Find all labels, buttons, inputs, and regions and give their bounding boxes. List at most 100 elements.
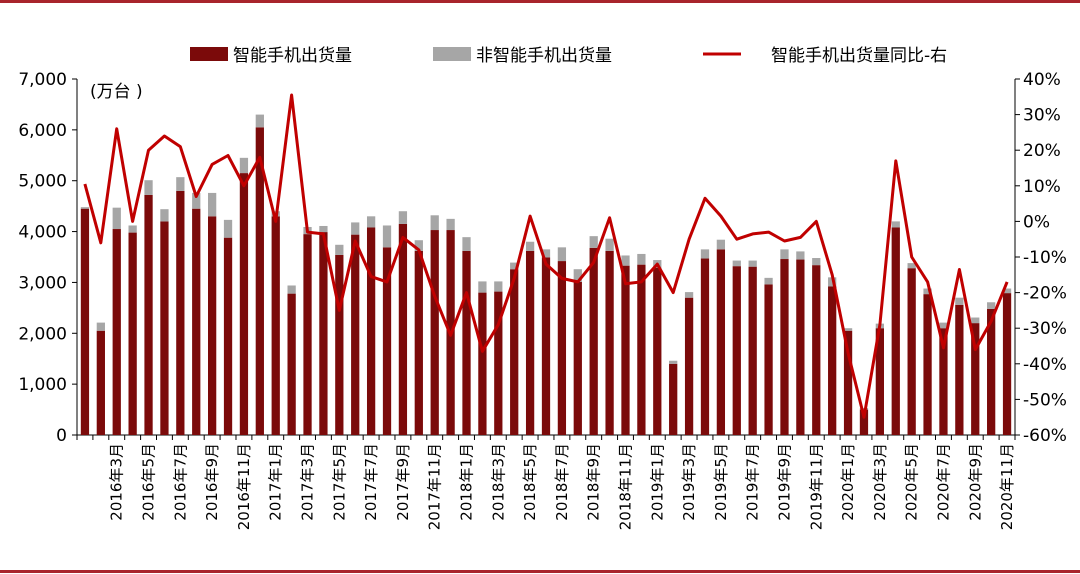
bar-smartphone bbox=[144, 194, 153, 435]
y-right-tick-label: -10% bbox=[1023, 248, 1067, 268]
bar-smartphone bbox=[748, 266, 757, 435]
bar-feature-phone bbox=[637, 253, 646, 265]
bar-smartphone bbox=[494, 291, 503, 435]
x-tick-label: 2017年9月 bbox=[394, 443, 412, 521]
y-right-tick-label: -50% bbox=[1023, 390, 1067, 410]
x-tick-label: 2018年3月 bbox=[489, 443, 507, 521]
bar-smartphone bbox=[335, 254, 344, 435]
bar-feature-phone bbox=[557, 247, 567, 262]
y-left-tick-label: 0 bbox=[56, 426, 67, 446]
x-tick-label: 2016年3月 bbox=[108, 443, 126, 521]
bar-feature-phone bbox=[351, 222, 360, 235]
bar-feature-phone bbox=[96, 322, 105, 331]
bar-smartphone bbox=[653, 267, 662, 435]
x-tick-label: 2018年9月 bbox=[585, 443, 603, 521]
bar-smartphone bbox=[541, 257, 551, 435]
x-tick-label: 2019年7月 bbox=[744, 443, 762, 521]
bar-feature-phone bbox=[525, 241, 535, 251]
bar-smartphone bbox=[303, 234, 312, 435]
bar-feature-phone bbox=[939, 322, 948, 329]
bar-feature-phone bbox=[335, 244, 344, 255]
bar-smartphone bbox=[891, 227, 900, 435]
bar-feature-phone bbox=[716, 239, 726, 250]
y-left-tick-label: 6,000 bbox=[18, 121, 67, 141]
bar-feature-phone bbox=[923, 288, 932, 295]
legend-label-yoy: 智能手机出货量同比-右 bbox=[771, 46, 947, 66]
x-tick-label: 2017年11月 bbox=[426, 443, 444, 530]
bar-smartphone bbox=[987, 308, 996, 435]
legend-swatch-smartphone bbox=[190, 47, 228, 61]
bar-feature-phone bbox=[112, 207, 121, 230]
bar-feature-phone bbox=[239, 157, 249, 174]
y-right-tick-label: -30% bbox=[1023, 319, 1067, 339]
bar-feature-phone bbox=[700, 249, 710, 259]
bar-smartphone bbox=[843, 330, 853, 435]
bar-feature-phone bbox=[684, 292, 694, 298]
x-tick-label: 2018年11月 bbox=[616, 443, 634, 530]
bar-feature-phone bbox=[366, 216, 376, 228]
bar-feature-phone bbox=[510, 262, 519, 270]
yoy-line-group bbox=[83, 93, 1009, 419]
x-tick-label: 2016年5月 bbox=[140, 443, 158, 521]
x-tick-label: 2016年9月 bbox=[203, 443, 221, 521]
y-right-tick-label: -60% bbox=[1023, 426, 1067, 446]
bar-feature-phone bbox=[589, 236, 598, 248]
y-left-tick-label: 4,000 bbox=[18, 223, 67, 243]
x-tick-label: 2016年7月 bbox=[171, 443, 189, 521]
bar-feature-phone bbox=[478, 281, 487, 293]
bar-feature-phone bbox=[812, 258, 821, 266]
bar-smartphone bbox=[255, 127, 264, 436]
bar-smartphone bbox=[1002, 293, 1012, 435]
bar-feature-phone bbox=[176, 177, 185, 191]
y-right-tick-label: -20% bbox=[1023, 284, 1067, 304]
bar-smartphone bbox=[955, 304, 964, 435]
bar-feature-phone bbox=[669, 360, 678, 364]
bar-smartphone bbox=[923, 294, 932, 435]
bar-smartphone bbox=[112, 229, 121, 435]
x-tick-label: 2017年3月 bbox=[299, 443, 317, 521]
bar-feature-phone bbox=[732, 260, 741, 267]
bar-feature-phone bbox=[255, 114, 264, 128]
bar-feature-phone bbox=[541, 249, 551, 258]
bar-smartphone bbox=[510, 269, 519, 435]
bar-smartphone bbox=[208, 216, 217, 435]
bar-feature-phone bbox=[971, 317, 980, 324]
bar-feature-phone bbox=[160, 209, 169, 222]
bar-feature-phone bbox=[223, 219, 233, 238]
bar-feature-phone bbox=[891, 221, 900, 228]
x-tick-label: 2020年9月 bbox=[966, 443, 984, 521]
y-right-tick-label: 10% bbox=[1023, 177, 1061, 197]
bar-feature-phone bbox=[144, 180, 153, 195]
bar-smartphone bbox=[875, 328, 884, 435]
axes: 7,000 6,000 5,000 4,000 3,000 2,000 1,000 0 40% 3… bbox=[18, 70, 1067, 446]
bar-feature-phone bbox=[621, 255, 630, 266]
bar-smartphone bbox=[382, 247, 392, 435]
x-tick-label: 2020年11月 bbox=[998, 443, 1016, 530]
bar-smartphone bbox=[796, 259, 805, 435]
bar-smartphone bbox=[192, 208, 201, 435]
bar-feature-phone bbox=[764, 277, 773, 285]
bar-feature-phone bbox=[907, 263, 916, 269]
bar-feature-phone bbox=[446, 218, 455, 231]
bar-smartphone bbox=[859, 409, 869, 435]
bar-feature-phone bbox=[398, 211, 408, 224]
y-right-tick-label: 0% bbox=[1023, 212, 1050, 232]
bar-smartphone bbox=[525, 250, 535, 435]
bar-feature-phone bbox=[573, 269, 582, 282]
x-tick-label: 2020年1月 bbox=[839, 443, 857, 521]
bar-smartphone bbox=[716, 249, 726, 435]
bar-feature-phone bbox=[843, 328, 853, 331]
legend-label-smartphone: 智能手机出货量 bbox=[233, 46, 352, 66]
bar-smartphone bbox=[223, 237, 233, 435]
bar-smartphone bbox=[573, 281, 582, 435]
bar-smartphone bbox=[160, 221, 169, 435]
bar-feature-phone bbox=[462, 237, 471, 251]
x-tick-label: 2019年1月 bbox=[648, 443, 666, 521]
bar-smartphone bbox=[351, 234, 360, 435]
bar-smartphone bbox=[366, 227, 376, 435]
bar-smartphone bbox=[637, 264, 646, 435]
bar-smartphone bbox=[700, 258, 710, 435]
bar-smartphone bbox=[96, 330, 105, 435]
x-tick-labels: 2016年3月 2016年5月 2016年7月 2016年9月 2016年11月 2017… bbox=[108, 443, 1016, 530]
legend: 智能手机出货量 非智能手机出货量 智能手机出货量同比-右 bbox=[190, 46, 947, 66]
